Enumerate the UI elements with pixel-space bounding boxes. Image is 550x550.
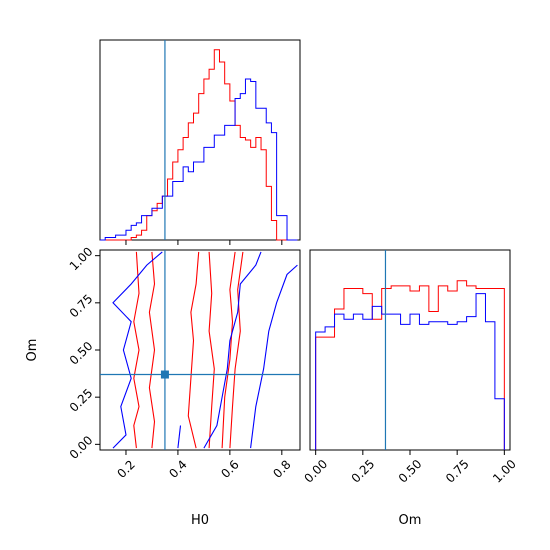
hist-h0-panel bbox=[100, 40, 298, 241]
y-tick-label-om: 0.50 bbox=[67, 339, 96, 368]
contour-red-right2 bbox=[229, 251, 244, 449]
y-tick-label-om: 0.25 bbox=[67, 386, 96, 415]
hist-om-blue-series bbox=[315, 293, 505, 450]
axis-ticks: 0.2 0.4 0.6 0.8 0.00 0.25 0.50 0.75 1.00 0.00 0.25… bbox=[67, 240, 519, 486]
contour-frame bbox=[99, 249, 301, 451]
x-tick-label-h0: 0.2 bbox=[114, 457, 137, 480]
contour-blue-inner bbox=[203, 251, 262, 449]
y-tick-label-om: 0.00 bbox=[67, 433, 96, 462]
y-axis-label-om: Om bbox=[25, 339, 40, 362]
contour-red-outer-right bbox=[221, 251, 236, 449]
contour-red-inner-mid2 bbox=[208, 251, 215, 449]
x-tick-label-h0: 0.6 bbox=[218, 457, 241, 480]
hist-h0-blue-series bbox=[100, 78, 298, 241]
hist-h0-frame bbox=[99, 39, 301, 241]
x-tick-label-h0: 0.4 bbox=[166, 457, 189, 480]
hist-om-panel bbox=[315, 250, 505, 450]
contour-blue-outer bbox=[250, 264, 298, 449]
x-axis-label-h0: H0 bbox=[191, 513, 209, 528]
y-tick-label-om: 1.00 bbox=[67, 244, 96, 273]
contour-blue-blob bbox=[177, 425, 182, 449]
contour-panel bbox=[100, 250, 300, 450]
y-tick-label-om: 0.75 bbox=[67, 292, 96, 321]
truth-marker bbox=[160, 370, 169, 379]
x-tick-label-om: 0.75 bbox=[443, 457, 472, 486]
x-tick-label-om: 0.25 bbox=[349, 457, 378, 486]
hist-om-red-series bbox=[315, 280, 505, 450]
contour-red-outer-left bbox=[133, 251, 140, 449]
contour-blue-left bbox=[112, 251, 163, 449]
hist-h0-red-series bbox=[100, 49, 298, 241]
x-tick-label-h0: 0.8 bbox=[270, 457, 293, 480]
x-tick-label-om: 1.00 bbox=[490, 457, 519, 486]
contour-red-inner-mid bbox=[187, 251, 200, 449]
x-tick-label-om: 0.50 bbox=[396, 457, 425, 486]
contour-red-inner-left bbox=[148, 251, 156, 449]
x-axis-label-om: Om bbox=[399, 513, 422, 528]
x-tick-label-om: 0.00 bbox=[301, 457, 330, 486]
hist-om-frame bbox=[309, 249, 511, 451]
